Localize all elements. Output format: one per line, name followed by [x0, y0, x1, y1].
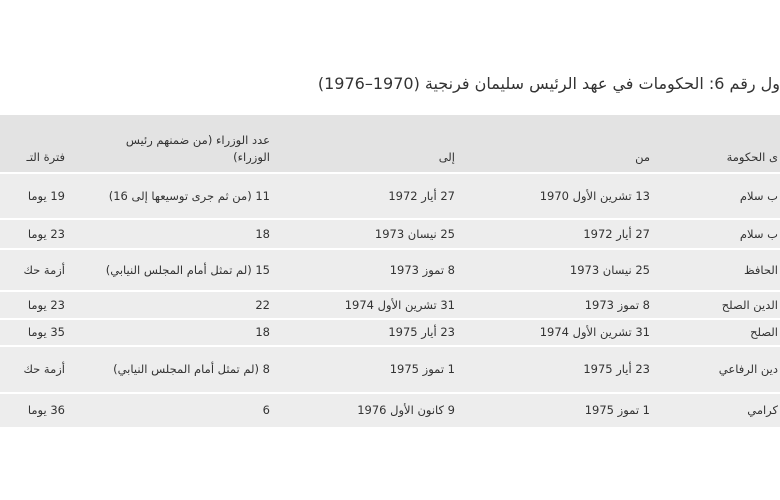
table-cell: 18 — [255, 226, 270, 241]
table-cell: ب سلام — [739, 188, 778, 203]
table-cell: 9 كانون الأول 1976 — [357, 403, 455, 417]
table-row: ب سلام 27 أيار 1972 25 نيسان 1973 18 23 يوما — [0, 218, 780, 248]
table-cell: 27 أيار 1972 — [583, 226, 650, 241]
table-row: ب سلام 13 تشرين الأول 1970 27 أيار 1972 11 … — [0, 172, 780, 218]
table-cell: 23 أيار 1975 — [583, 362, 650, 376]
table-cell: 31 تشرين الأول 1974 — [344, 297, 455, 312]
table-cell: 35 يوما — [27, 325, 65, 339]
table-cell: ب سلام — [739, 226, 778, 241]
table-cell: 25 نيسان 1973 — [374, 226, 455, 241]
table-row: دين الرفاعي 23 أيار 1975 1 تموز 1975 8 (لم … — [0, 345, 780, 392]
table-cell: 13 تشرين الأول 1970 — [539, 188, 650, 203]
table-cell: أزمة حك — [23, 362, 65, 376]
table-cell: 31 تشرين الأول 1974 — [539, 325, 650, 339]
table-cell: 18 — [255, 325, 270, 339]
table-cell: أزمة حك — [23, 262, 65, 277]
table-cell: دين الرفاعي — [718, 362, 778, 376]
header-cell: عدد الوزراء (من ضمنهم رئيس الوزراء) — [125, 133, 270, 164]
table-title: ول رقم 6: الحكومات في عهد الرئيس سليمان … — [317, 74, 780, 93]
table-cell: 25 نيسان 1973 — [569, 262, 650, 277]
table-cell: 23 يوما — [27, 226, 65, 241]
table-cell: الحافظ — [743, 262, 778, 277]
header-row: ى الحكومة من إلى عدد الوزراء (من ضمنهم رئيس… — [0, 115, 780, 172]
table-cell: الدين الصلح — [721, 297, 778, 312]
table-cell: 27 أيار 1972 — [388, 188, 455, 203]
table-row: الدين الصلح 8 تموز 1973 31 تشرين الأول 197… — [0, 290, 780, 318]
table-row: كرامي 1 تموز 1975 9 كانون الأول 1976 6 36 يو… — [0, 392, 780, 427]
table-row: الصلح 31 تشرين الأول 1974 23 أيار 1975 18 35… — [0, 318, 780, 345]
table-cell: 8 تموز 1973 — [584, 297, 650, 312]
table-cell: 23 أيار 1975 — [388, 325, 455, 339]
header-cell: من — [635, 150, 650, 164]
table-cell: 22 — [255, 297, 270, 312]
table: ى الحكومة من إلى عدد الوزراء (من ضمنهم رئيس… — [0, 115, 780, 427]
table-cell: كرامي — [747, 403, 778, 417]
header-cell: إلى — [438, 150, 455, 164]
table-cell: 1 تموز 1975 — [389, 362, 455, 376]
table-cell: 6 — [262, 403, 270, 417]
header-cell: ى الحكومة — [726, 150, 778, 164]
table-row: الحافظ 25 نيسان 1973 8 تموز 1973 15 (لم تمث… — [0, 248, 780, 290]
table-cell: 1 تموز 1975 — [584, 403, 650, 417]
table-cell: الصلح — [750, 325, 778, 339]
table-cell: 11 (من ثم جرى توسيعها إلى 16) — [108, 188, 270, 203]
table-cell: 8 تموز 1973 — [389, 262, 455, 277]
table-cell: 8 (لم تمثل أمام المجلس النيابي) — [113, 362, 270, 376]
table-cell: 15 (لم تمثل أمام المجلس النيابي) — [105, 262, 270, 277]
table-cell: 19 يوما — [27, 188, 65, 203]
table-cell: 36 يوما — [27, 403, 65, 417]
table-cell: 23 يوما — [27, 297, 65, 312]
header-cell: فترة التـ — [26, 150, 65, 164]
